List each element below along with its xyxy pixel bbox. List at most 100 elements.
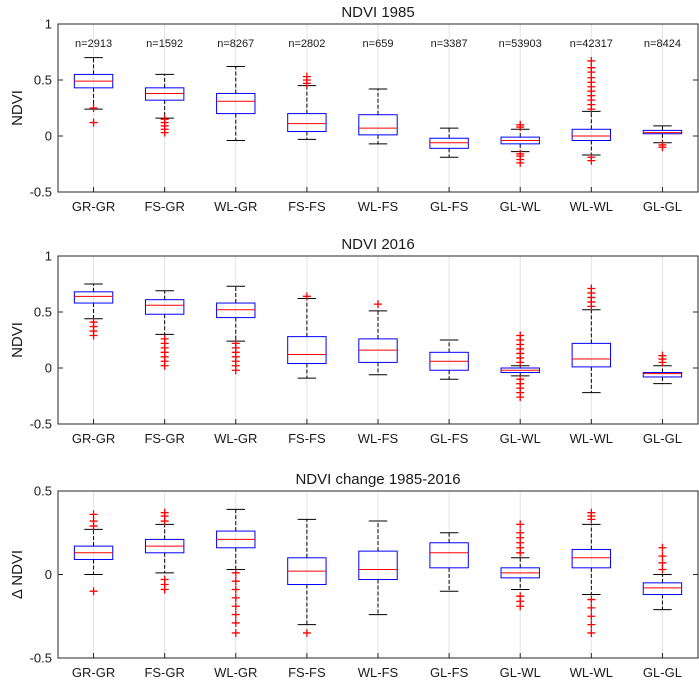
outlier-point [89,517,98,526]
x-tick-label: FS-GR [144,431,184,446]
y-axis-label: Δ NDVI [9,550,26,599]
y-tick-label: -0.5 [30,651,52,666]
x-tick-label: GL-WL [500,199,541,214]
x-tick-label: FS-GR [144,199,184,214]
box-fs-fs [287,518,327,637]
x-tick-label: WL-WL [570,199,613,214]
x-tick-label: GL-FS [430,665,469,680]
box-fs-fs [287,72,327,140]
outlier-point [516,149,525,158]
plot-frame [57,490,699,659]
x-tick-label: GL-WL [500,665,541,680]
box-gr-gr [73,283,114,340]
outlier-point [302,628,311,637]
iqr-box [73,291,114,304]
iqr-box [642,582,683,596]
plot-frame [57,255,699,425]
box-gr-gr [73,510,114,596]
iqr-box [144,87,185,101]
x-tick-label: WL-WL [570,431,613,446]
x-tick-label: GL-WL [500,431,541,446]
iqr-box [642,129,683,135]
outlier-point [658,351,667,360]
y-tick-label: 0.5 [34,484,52,499]
x-tick-label: GR-GR [72,431,115,446]
y-tick-label: 0 [45,129,52,144]
box-wl-fs [358,88,398,145]
outlier-point [587,284,596,293]
chart-title: NDVI change 1985-2016 [295,471,460,488]
y-tick-label: 0 [45,567,52,582]
outlier-point [587,620,596,629]
x-tick-label: WL-FS [358,199,399,214]
outlier-point [89,510,98,519]
box-wl-gr [216,285,256,375]
x-tick-label: GR-GR [72,199,115,214]
outlier-point [658,558,667,567]
sample-size-label: n=42317 [570,38,613,50]
x-tick-label: GL-FS [430,431,469,446]
iqr-box [571,342,612,368]
outlier-point [658,543,667,552]
box-wl-fs [358,300,398,376]
y-tick-label: -0.5 [30,417,52,432]
outlier-point [231,628,240,637]
box-gl-wl [500,120,540,167]
box-fs-gr [144,290,185,370]
outlier-point [587,603,596,612]
outlier-point [374,300,382,309]
iqr-box [287,113,327,133]
outlier-point [231,577,240,586]
sample-size-label: n=2913 [75,38,112,50]
panel-3: NDVI change 1985-2016 Δ NDVI -0.5 0 0.5 GR-GR… [9,471,699,680]
box-gl-wl [500,331,540,402]
box-gl-fs [429,339,469,380]
y-tick-label: 0.5 [34,73,52,88]
outlier-point [658,552,667,561]
sample-size-label: n=8424 [644,38,681,50]
iqr-box [358,114,398,136]
outlier-point [587,63,596,72]
iqr-box [571,128,612,141]
x-tick-label: FS-GR [144,665,184,680]
x-tick-label: GL-GL [643,431,682,446]
outlier-point [231,602,240,611]
sample-size-label: n=659 [363,38,394,50]
outlier-point [160,575,169,584]
outlier-point [587,508,596,517]
outlier-point [231,339,240,348]
x-tick-label: GL-FS [430,199,469,214]
outlier-point [587,56,596,65]
iqr-box [571,548,612,569]
box-wl-gr [216,508,256,637]
y-tick-label: 1 [45,249,52,264]
box-fs-gr [144,73,185,137]
outlier-point [89,118,98,127]
x-tick-label: WL-FS [358,431,399,446]
box-wl-wl [571,508,612,637]
iqr-box [358,338,398,363]
box-gl-wl [500,520,540,611]
y-tick-label: 0 [45,361,52,376]
x-tick-label: GR-GR [72,665,115,680]
outlier-point [658,565,667,574]
box-gr-gr [73,57,114,127]
y-tick-label: 0.5 [34,305,52,320]
iqr-box [287,336,327,365]
x-tick-label: WL-FS [358,665,399,680]
x-tick-label: GL-GL [643,665,682,680]
x-tick-label: WL-GR [214,431,257,446]
outlier-point [516,375,525,384]
box-fs-fs [287,292,327,379]
outlier-point [516,520,525,529]
box-wl-wl [571,56,612,165]
outlier-point [587,153,596,162]
outlier-point [231,610,240,619]
box-gl-gl [642,351,683,385]
x-tick-label: GL-GL [643,199,682,214]
sample-size-label: n=1592 [146,38,183,50]
iqr-box [216,302,256,319]
outlier-point [587,595,596,604]
chart-title: NDVI 2016 [341,236,414,253]
outlier-point [516,592,525,601]
